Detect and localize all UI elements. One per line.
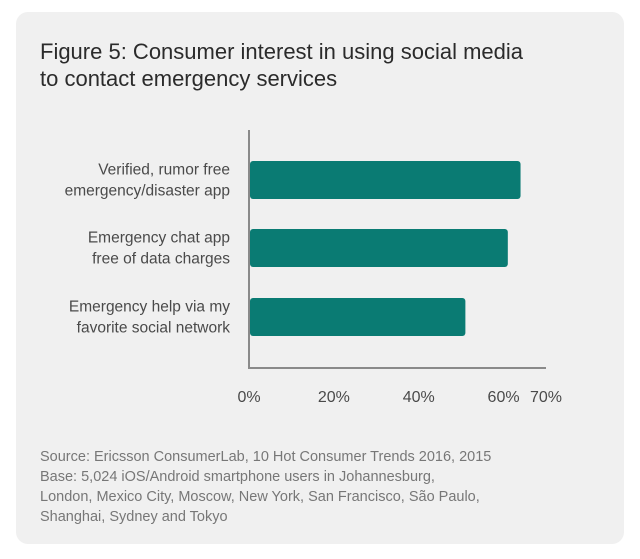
source-note: Source: Ericsson ConsumerLab, 10 Hot Con… — [40, 447, 600, 527]
category-label-1-line-1: Verified, rumor free — [98, 162, 230, 179]
x-tick-label-2: 20% — [318, 389, 350, 406]
x-tick-label-1: 0% — [237, 389, 260, 406]
category-label-2-line-1: Emergency chat app — [88, 230, 230, 247]
bar-1 — [250, 161, 521, 199]
chart-title-line-2: to contact emergency services — [40, 66, 338, 91]
figure-card — [16, 12, 624, 544]
source-line-1: Source: Ericsson ConsumerLab, 10 Hot Con… — [40, 449, 492, 465]
bar-3 — [250, 298, 466, 336]
category-label-3-line-2: favorite social network — [77, 320, 231, 337]
x-tick-label-3: 40% — [403, 389, 435, 406]
source-line-2: Base: 5,024 iOS/Android smartphone users… — [40, 469, 435, 485]
bar-2 — [250, 229, 508, 267]
chart-title-line-1: Figure 5: Consumer interest in using soc… — [40, 39, 524, 64]
x-tick-label-5: 70% — [530, 389, 562, 406]
x-tick-label-4: 60% — [488, 389, 520, 406]
category-label-2-line-2: free of data charges — [92, 251, 230, 268]
category-label-1-line-2: emergency/disaster app — [65, 183, 230, 200]
chart-title: Figure 5: Consumer interest in using soc… — [40, 38, 580, 92]
category-label-3-line-1: Emergency help via my — [69, 299, 230, 316]
source-line-3: London, Mexico City, Moscow, New York, S… — [40, 489, 480, 505]
source-line-4: Shanghai, Sydney and Tokyo — [40, 509, 228, 525]
